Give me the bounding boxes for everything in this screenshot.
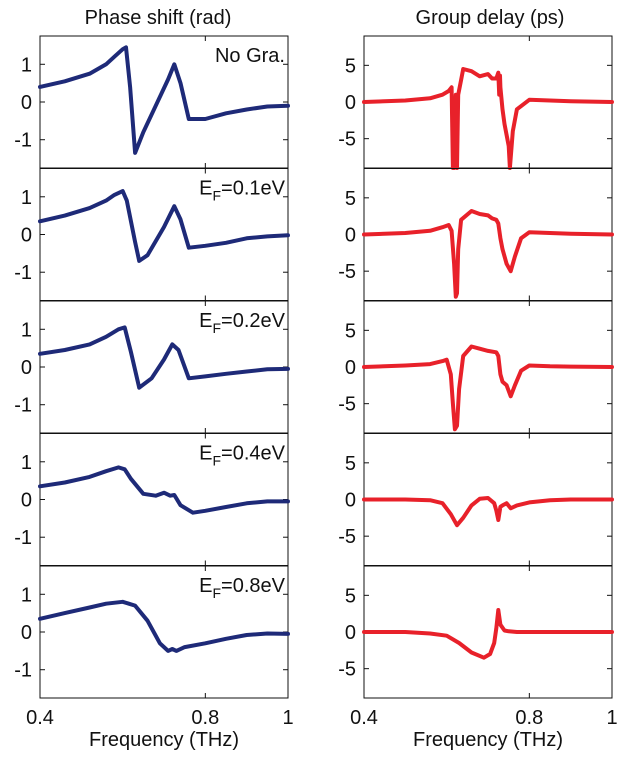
annotation-main: E (199, 178, 212, 200)
y-tick-label: 1 (21, 584, 32, 606)
series-line (38, 599, 290, 653)
y-tick-label: 0 (345, 622, 356, 644)
y-tick-label: -5 (338, 526, 356, 548)
y-tick-label: -5 (338, 659, 356, 681)
y-tick-label: 1 (21, 54, 32, 76)
annotation-subscript: F (212, 320, 221, 336)
x-tick-label: 1 (606, 707, 617, 729)
annotation-value: =0.4eV (221, 443, 286, 465)
y-tick-label: 0 (21, 490, 32, 512)
x-tick-label: 0.8 (515, 707, 543, 729)
y-tick-label: 0 (345, 92, 356, 114)
annotation-main: E (199, 443, 212, 465)
panel-c0-p2: -1 0 1 EF=0.2eV (14, 300, 290, 434)
y-tick-label: 0 (345, 225, 356, 247)
panel-c1-p1: -5 0 5 (338, 168, 614, 301)
panel-annotation: No Gra. (215, 45, 285, 67)
panel-annotation: EF=0.2eV (199, 310, 286, 336)
panel-annotation: EF=0.4eV (199, 443, 286, 469)
x-tick-label: 0.4 (26, 707, 54, 729)
annotation-subscript: F (212, 585, 221, 601)
annotation-value: =0.1eV (221, 178, 286, 200)
delay-column-title: Group delay (ps) (416, 7, 565, 29)
y-tick-label: 5 (345, 453, 356, 475)
panel-c1-p2: -5 0 5 (338, 300, 614, 434)
y-tick-label: -1 (14, 660, 32, 682)
panel-grid: -101 No Gra.-101 EF=0.1eV-101 EF=0.2eV-101 E… (14, 35, 618, 751)
y-tick-label: 5 (345, 188, 356, 210)
panel-annotation: EF=0.8eV (199, 575, 286, 601)
annotation-value: =0.2eV (221, 310, 286, 332)
y-tick-label: -5 (338, 129, 356, 151)
panel-c0-p1: -1 0 1 EF=0.1eV (14, 168, 290, 301)
y-tick-label: 1 (21, 319, 32, 341)
y-tick-label: -1 (14, 130, 32, 152)
series-line (362, 209, 614, 299)
y-tick-label: 1 (21, 452, 32, 474)
y-tick-label: -1 (14, 395, 32, 417)
series-line (38, 465, 290, 515)
panel-c1-p3: -5 0 5 (338, 433, 614, 566)
y-tick-label: 0 (21, 357, 32, 379)
annotation-subscript: F (212, 188, 221, 204)
series-line (362, 608, 614, 660)
x-tick-label: 1 (282, 707, 293, 729)
y-tick-label: 5 (345, 585, 356, 607)
series-line (38, 189, 290, 263)
annotation-main: E (199, 575, 212, 597)
series-line (362, 67, 614, 170)
series-line (362, 344, 614, 432)
panel-c0-p4: -1 0 1 EF=0.8eV 0.4 0.8 1 Frequency (THz) (14, 565, 294, 751)
panel-annotation: EF=0.1eV (199, 178, 286, 204)
annotation-main: No Gra. (215, 45, 285, 67)
y-tick-label: 1 (21, 187, 32, 209)
y-tick-label: 5 (345, 55, 356, 77)
panel-c0-p3: -1 0 1 EF=0.4eV (14, 433, 290, 566)
annotation-subscript: F (212, 453, 221, 469)
y-tick-label: 0 (345, 490, 356, 512)
panel-c1-p0: -5 0 5 (338, 35, 614, 170)
panel-c1-p4: -5 0 5 0.4 0.8 1 Frequency (THz) (338, 565, 618, 751)
series-line (362, 496, 614, 528)
series-line (38, 325, 290, 390)
y-tick-label: 0 (21, 225, 32, 247)
x-tick-label: 0.4 (350, 707, 378, 729)
phase-column-title: Phase shift (rad) (85, 7, 232, 29)
panel-c0-p0: -1 0 1 No Gra. (14, 35, 290, 169)
y-tick-label: 0 (21, 92, 32, 114)
y-tick-label: 0 (345, 357, 356, 379)
y-tick-label: 0 (21, 622, 32, 644)
y-tick-label: 5 (345, 320, 356, 342)
x-tick-label: 0.8 (191, 707, 219, 729)
y-tick-label: -5 (338, 394, 356, 416)
y-tick-label: -5 (338, 261, 356, 283)
x-axis-title: Frequency (THz) (413, 729, 563, 751)
annotation-value: =0.8eV (221, 575, 286, 597)
y-tick-label: -1 (14, 527, 32, 549)
series-line (38, 45, 290, 155)
annotation-main: E (199, 310, 212, 332)
y-tick-label: -1 (14, 262, 32, 284)
x-axis-title: Frequency (THz) (89, 729, 239, 751)
